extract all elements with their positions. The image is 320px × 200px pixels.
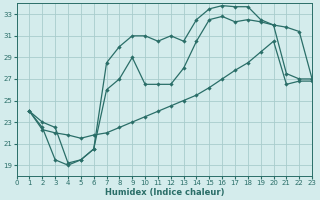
X-axis label: Humidex (Indice chaleur): Humidex (Indice chaleur) (105, 188, 224, 197)
